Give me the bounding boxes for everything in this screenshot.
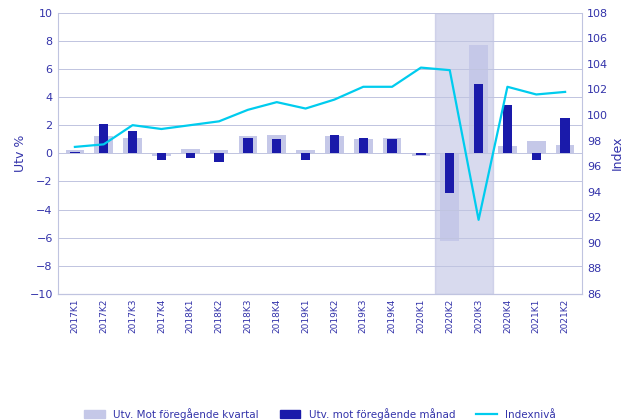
Bar — [70, 152, 79, 153]
Bar — [325, 136, 344, 153]
Bar — [358, 138, 368, 153]
Bar — [556, 145, 575, 153]
Y-axis label: Utv %: Utv % — [13, 135, 27, 172]
Bar — [440, 153, 459, 241]
Bar — [268, 135, 286, 153]
Bar — [301, 153, 310, 160]
Bar — [128, 131, 137, 153]
Bar — [412, 153, 430, 156]
Y-axis label: Index: Index — [611, 136, 624, 171]
Bar — [498, 146, 517, 153]
Bar — [296, 150, 315, 153]
Bar — [65, 150, 84, 153]
Bar — [243, 138, 253, 153]
Bar — [214, 153, 224, 162]
Bar — [181, 149, 200, 153]
Bar — [239, 136, 257, 153]
Legend: Utv. Mot föregående kvartal, Utv. mot föregående månad, Indexnivå: Utv. Mot föregående kvartal, Utv. mot fö… — [80, 404, 560, 420]
Bar — [210, 150, 228, 153]
Bar — [354, 139, 372, 153]
Bar — [503, 105, 512, 153]
Bar — [157, 153, 166, 160]
Bar — [94, 136, 113, 153]
Bar — [561, 118, 570, 153]
Bar — [186, 153, 195, 158]
Bar — [152, 153, 171, 156]
Bar — [383, 138, 401, 153]
Bar — [387, 139, 397, 153]
Bar — [532, 153, 541, 160]
Bar — [445, 153, 454, 193]
Bar — [416, 153, 426, 155]
Bar — [330, 135, 339, 153]
Bar — [474, 84, 483, 153]
Bar — [435, 13, 493, 294]
Bar — [99, 124, 108, 153]
Bar — [469, 45, 488, 153]
Bar — [527, 141, 546, 153]
Bar — [123, 138, 142, 153]
Bar — [272, 139, 282, 153]
